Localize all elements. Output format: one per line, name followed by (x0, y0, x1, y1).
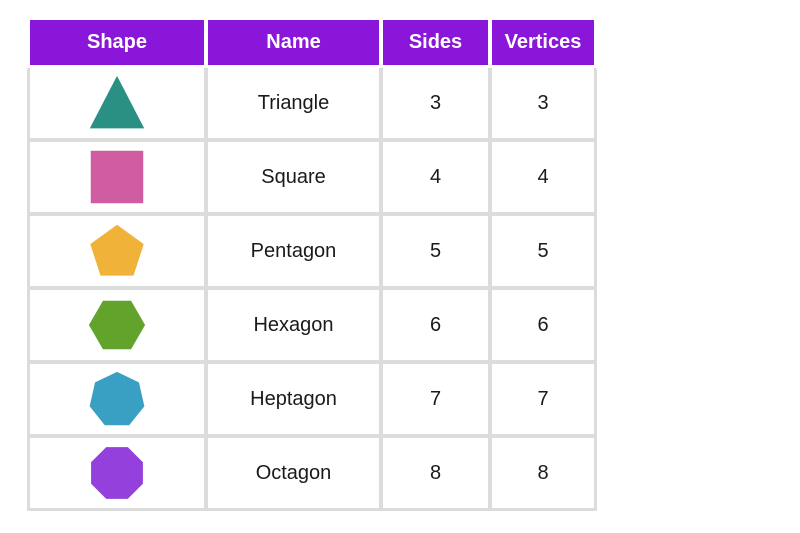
table-row-shape-cell (30, 290, 204, 360)
table-row-name-cell: Octagon (208, 438, 379, 508)
column-header-sides: Sides (383, 20, 488, 65)
table-row-shape-cell (30, 216, 204, 286)
octagon-icon (91, 447, 143, 499)
table-row-sides-cell: 3 (383, 68, 488, 138)
table-row-shape-cell (30, 364, 204, 434)
table-row-sides-cell: 8 (383, 438, 488, 508)
table-row-name-cell: Square (208, 142, 379, 212)
triangle-icon (89, 75, 145, 129)
table-row-sides-cell: 7 (383, 364, 488, 434)
table-row-vertices-cell: 7 (492, 364, 594, 434)
table-row-name-cell: Hexagon (208, 290, 379, 360)
table-row-sides-cell: 5 (383, 216, 488, 286)
shapes-properties-table: Shape Name Sides Vertices Triangle 3 3 S… (27, 20, 597, 511)
table-row-sides-cell: 4 (383, 142, 488, 212)
column-header-vertices: Vertices (492, 20, 594, 65)
table-row-name-cell: Triangle (208, 68, 379, 138)
table-row-name-cell: Heptagon (208, 364, 379, 434)
table-row-sides-cell: 6 (383, 290, 488, 360)
square-icon (90, 150, 144, 204)
table-row-vertices-cell: 5 (492, 216, 594, 286)
table-row-shape-cell (30, 142, 204, 212)
table-header-row: Shape Name Sides Vertices (30, 20, 594, 65)
column-header-shape: Shape (30, 20, 204, 65)
table-row-vertices-cell: 6 (492, 290, 594, 360)
column-header-name: Name (208, 20, 379, 65)
table-row-vertices-cell: 3 (492, 68, 594, 138)
table-row-vertices-cell: 4 (492, 142, 594, 212)
table-row-vertices-cell: 8 (492, 438, 594, 508)
table-row-shape-cell (30, 68, 204, 138)
hexagon-icon (88, 300, 146, 350)
heptagon-icon (89, 371, 145, 426)
table-row-name-cell: Pentagon (208, 216, 379, 286)
pentagon-icon (90, 224, 144, 276)
table-body: Triangle 3 3 Square 4 4 Pentagon 5 5 Hex… (27, 68, 597, 511)
table-row-shape-cell (30, 438, 204, 508)
